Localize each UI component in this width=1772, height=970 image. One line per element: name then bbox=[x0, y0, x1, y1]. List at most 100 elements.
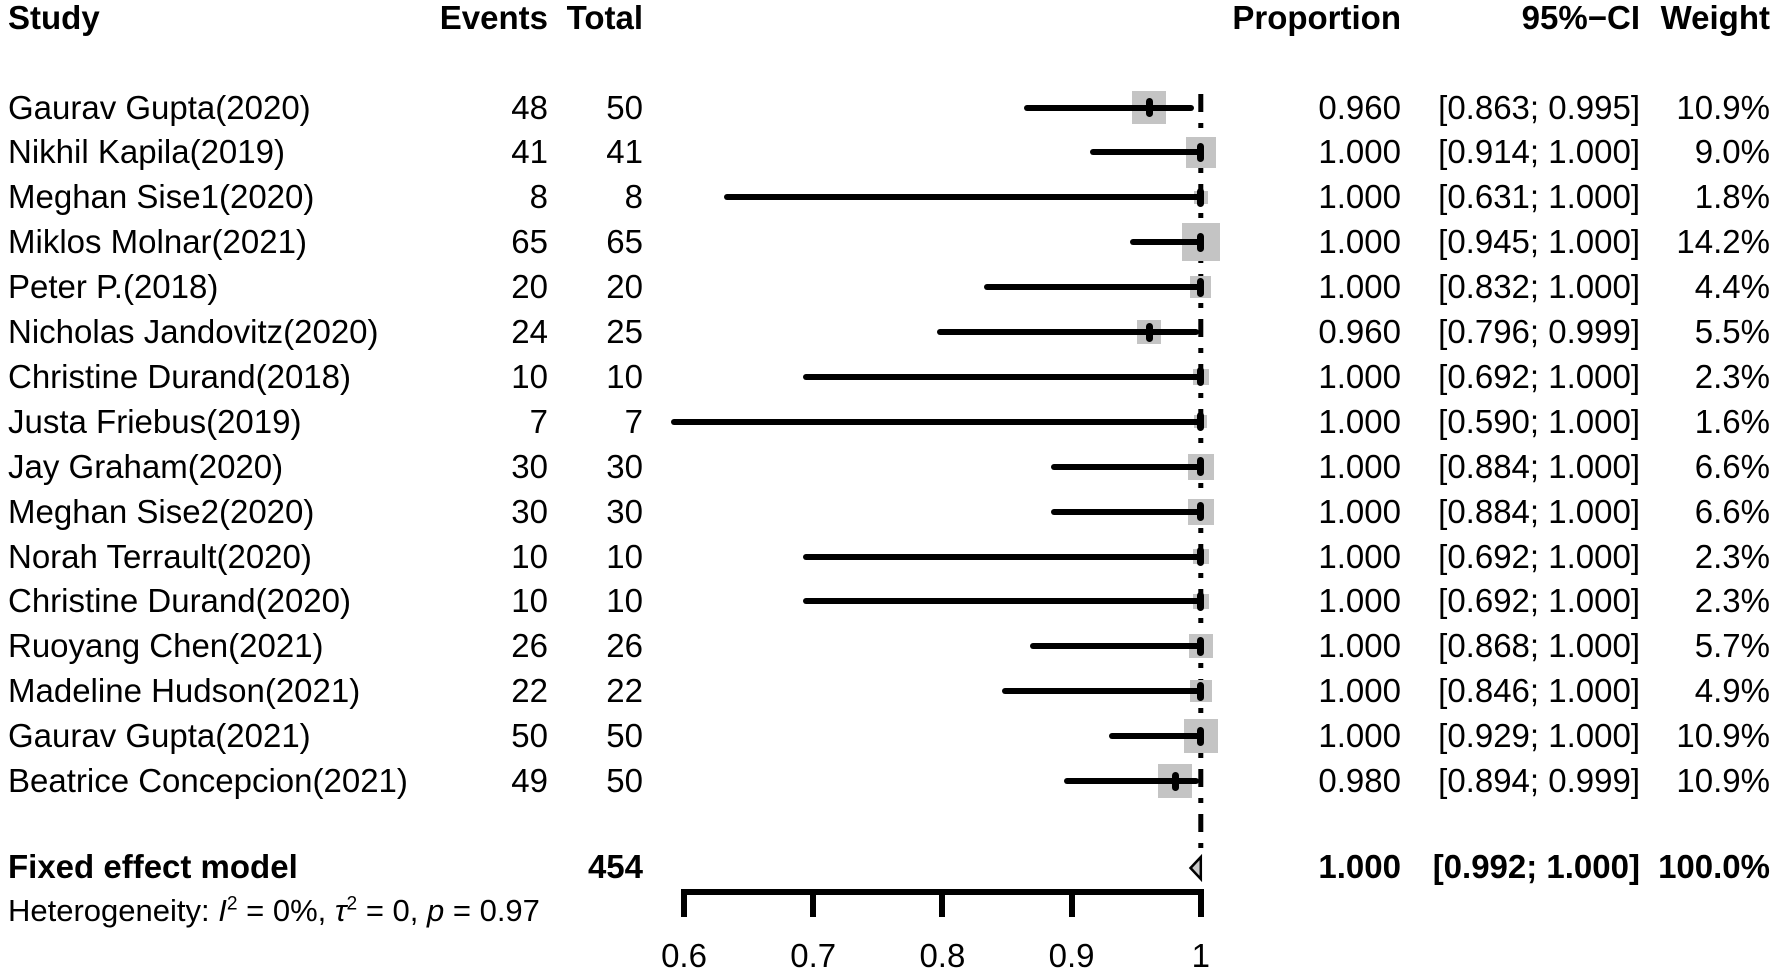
ci-value: [0.692; 1.000] bbox=[1438, 582, 1640, 620]
ci-value: [0.631; 1.000] bbox=[1438, 178, 1640, 216]
ci-line bbox=[1050, 508, 1201, 515]
events-value: 65 bbox=[511, 223, 548, 261]
study-label: Gaurav Gupta(2021) bbox=[8, 717, 311, 755]
ci-value: [0.884; 1.000] bbox=[1438, 492, 1640, 530]
ci-line bbox=[1063, 778, 1200, 784]
events-value: 10 bbox=[511, 537, 548, 575]
ci-value: [0.832; 1.000] bbox=[1438, 268, 1640, 306]
heterogeneity-stats: Heterogeneity: I2 = 0%, τ2 = 0, p = 0.97 bbox=[8, 891, 540, 931]
study-label: Peter P.(2018) bbox=[8, 268, 219, 306]
summary-label: Fixed effect model bbox=[8, 848, 298, 885]
study-label: Christine Durand(2020) bbox=[8, 582, 352, 620]
point-estimate-marker bbox=[1197, 547, 1205, 566]
proportion-value: 1.000 bbox=[1318, 627, 1401, 665]
ci-line bbox=[1001, 688, 1201, 695]
point-estimate-marker bbox=[1197, 681, 1205, 701]
weight-value: 6.6% bbox=[1694, 447, 1770, 485]
ci-line bbox=[937, 329, 1200, 335]
ci-line bbox=[802, 373, 1201, 380]
point-estimate-marker bbox=[1197, 457, 1205, 477]
summary-ci: [0.992; 1.000] bbox=[1432, 848, 1640, 885]
weight-value: 1.6% bbox=[1694, 402, 1770, 440]
point-estimate-marker bbox=[1145, 322, 1153, 342]
x-axis-tick-label: 1 bbox=[1191, 937, 1210, 970]
point-estimate-marker bbox=[1197, 232, 1205, 252]
total-value: 20 bbox=[606, 268, 643, 306]
events-value: 24 bbox=[511, 313, 548, 350]
point-estimate-marker bbox=[1197, 142, 1205, 162]
ci-value: [0.796; 0.999] bbox=[1438, 313, 1640, 350]
x-axis-tick bbox=[810, 889, 817, 917]
heterogeneity-text-part: p bbox=[427, 893, 445, 928]
ci-line bbox=[1129, 239, 1201, 246]
events-value: 48 bbox=[511, 88, 548, 126]
ci-line bbox=[1109, 733, 1201, 740]
study-label: Meghan Sise1(2020) bbox=[8, 178, 315, 216]
x-axis-tick bbox=[939, 889, 946, 917]
point-estimate-marker bbox=[1197, 367, 1205, 387]
events-value: 22 bbox=[511, 672, 548, 710]
point-estimate-marker bbox=[1197, 412, 1205, 432]
ci-line bbox=[1023, 104, 1195, 111]
total-value: 7 bbox=[624, 402, 643, 440]
ci-line bbox=[802, 553, 1201, 560]
heterogeneity-text-part: 2 bbox=[226, 893, 238, 915]
events-value: 41 bbox=[511, 133, 548, 171]
proportion-value: 1.000 bbox=[1318, 223, 1401, 261]
study-label: Miklos Molnar(2021) bbox=[8, 223, 307, 261]
proportion-value: 1.000 bbox=[1318, 582, 1401, 620]
total-value: 30 bbox=[606, 492, 643, 530]
heterogeneity-text-part: Heterogeneity: bbox=[8, 893, 219, 928]
ci-value: [0.868; 1.000] bbox=[1438, 627, 1640, 665]
total-value: 50 bbox=[606, 762, 643, 799]
study-label: Madeline Hudson(2021) bbox=[8, 672, 361, 710]
events-value: 10 bbox=[511, 582, 548, 620]
proportion-value: 1.000 bbox=[1318, 178, 1401, 216]
weight-value: 5.5% bbox=[1694, 313, 1770, 350]
proportion-value: 1.000 bbox=[1318, 717, 1401, 755]
heterogeneity-text-part: I bbox=[218, 893, 227, 928]
heterogeneity-text-part: 2 bbox=[346, 893, 358, 915]
events-value: 8 bbox=[529, 178, 548, 216]
weight-value: 1.8% bbox=[1694, 178, 1770, 216]
weight-value: 10.9% bbox=[1676, 717, 1770, 755]
weight-value: 14.2% bbox=[1676, 223, 1770, 261]
heterogeneity-text-part: = 0, bbox=[357, 893, 427, 928]
total-value: 10 bbox=[606, 582, 643, 620]
proportion-value: 1.000 bbox=[1318, 133, 1401, 171]
point-estimate-marker bbox=[1197, 187, 1205, 207]
ci-line bbox=[1050, 463, 1201, 470]
ci-line bbox=[1030, 643, 1201, 650]
x-axis-tick-label: 0.8 bbox=[919, 937, 966, 970]
x-axis-tick bbox=[1068, 889, 1075, 917]
summary-diamond bbox=[1188, 853, 1203, 883]
heterogeneity-text-part: τ bbox=[334, 893, 347, 928]
study-label: Beatrice Concepcion(2021) bbox=[8, 762, 408, 799]
events-value: 10 bbox=[511, 357, 548, 395]
point-estimate-marker bbox=[1171, 771, 1179, 791]
summary-weight: 100.0% bbox=[1658, 848, 1770, 885]
weight-value: 10.9% bbox=[1676, 762, 1770, 799]
ci-line bbox=[1089, 149, 1201, 156]
ci-value: [0.914; 1.000] bbox=[1438, 133, 1640, 171]
proportion-value: 1.000 bbox=[1318, 447, 1401, 485]
column-header-events: Events bbox=[439, 0, 548, 36]
study-label: Norah Terrault(2020) bbox=[8, 537, 312, 575]
ci-value: [0.692; 1.000] bbox=[1438, 357, 1640, 395]
ci-value: [0.863; 0.995] bbox=[1438, 88, 1640, 126]
ci-line bbox=[671, 418, 1201, 425]
ci-value: [0.884; 1.000] bbox=[1438, 447, 1640, 485]
weight-value: 2.3% bbox=[1694, 537, 1770, 575]
total-value: 25 bbox=[606, 313, 643, 350]
total-value: 50 bbox=[606, 88, 643, 126]
weight-value: 4.9% bbox=[1694, 672, 1770, 710]
total-value: 50 bbox=[606, 717, 643, 755]
point-estimate-marker bbox=[1197, 726, 1205, 746]
ci-value: [0.894; 0.999] bbox=[1438, 762, 1640, 799]
proportion-value: 1.000 bbox=[1318, 402, 1401, 440]
ci-line bbox=[802, 598, 1201, 605]
x-axis-tick-label: 0.7 bbox=[790, 937, 837, 970]
